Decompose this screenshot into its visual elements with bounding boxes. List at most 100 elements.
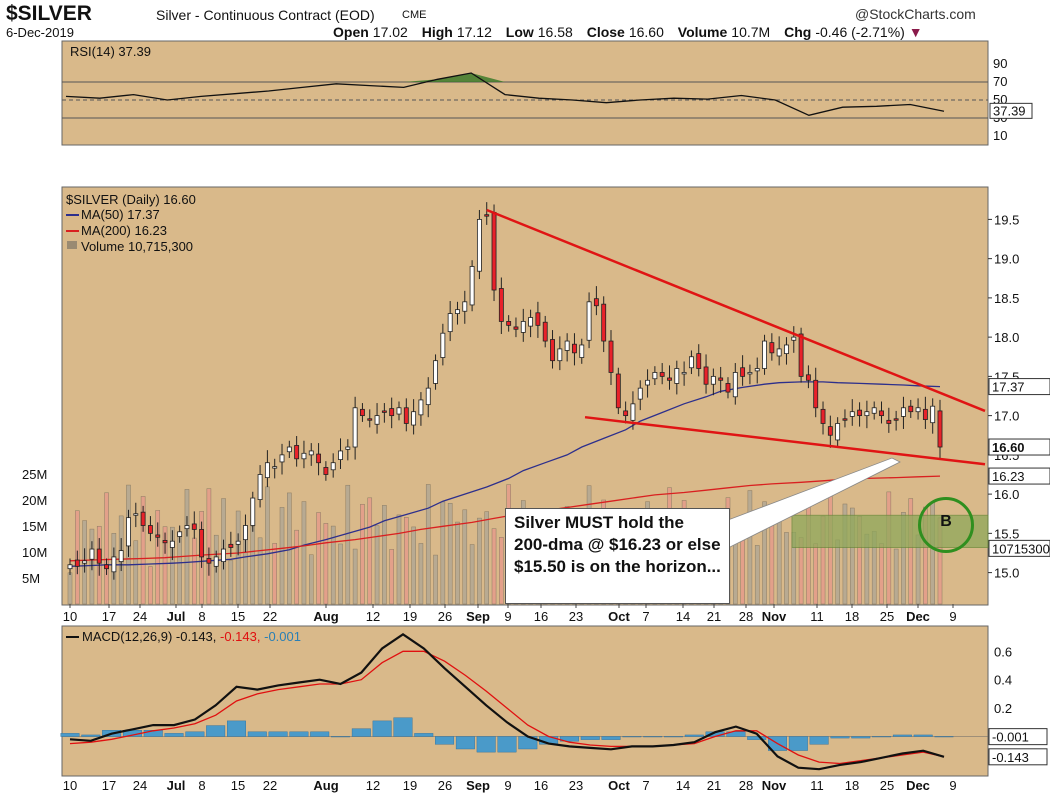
up-candle	[747, 372, 753, 375]
up-candle	[250, 497, 256, 526]
macd-histogram-bar	[227, 720, 246, 737]
price-ytick-label: 17.0	[994, 409, 1019, 424]
macd-histogram-bar	[414, 733, 434, 737]
macd-histogram-bar	[331, 736, 350, 738]
volume-bar	[206, 488, 212, 605]
macd-legend: MACD(12,26,9) -0.143, -0.143, -0.001	[82, 629, 301, 644]
up-candle	[586, 301, 592, 341]
macd-xtick-label: 23	[569, 778, 583, 793]
macd-line	[69, 632, 945, 771]
volume-bar	[279, 507, 285, 605]
up-candle	[82, 560, 88, 564]
price-ytick-label: 18.0	[994, 330, 1019, 345]
down-candle	[206, 558, 212, 564]
macd-histogram-bar	[268, 731, 288, 737]
price-xtick-label: 12	[366, 609, 380, 624]
volume-bar	[308, 554, 314, 605]
macd-xtick-label: 9	[949, 778, 956, 793]
macd-xtick-label: 15	[231, 778, 245, 793]
price-xtick-label: 18	[845, 609, 859, 624]
volume-value: 10.7M	[731, 24, 771, 40]
macd-xtick-label: Aug	[313, 778, 338, 793]
volume-bar	[345, 484, 351, 605]
up-candle	[279, 454, 285, 463]
volume-bar	[440, 501, 446, 605]
price-ytick-label: 15.0	[994, 566, 1019, 581]
down-candle	[542, 321, 548, 342]
price-xtick-label: Oct	[608, 609, 630, 624]
up-candle	[901, 407, 906, 417]
high-label: High	[421, 24, 453, 40]
macd-xtick-label: 8	[198, 778, 205, 793]
up-candle	[630, 403, 636, 421]
volume-bar	[301, 501, 307, 605]
up-candle	[221, 548, 226, 563]
volume-bar	[374, 525, 380, 605]
down-candle	[937, 410, 943, 448]
up-candle	[791, 336, 797, 341]
rsi-line	[65, 72, 945, 116]
rsi-ytick-label: 90	[993, 56, 1007, 71]
volume-bar	[352, 548, 358, 605]
up-candle	[710, 375, 716, 385]
up-candle	[374, 415, 380, 425]
up-candle	[330, 462, 336, 471]
down-candle	[498, 288, 504, 322]
macd-histogram-bar	[809, 736, 829, 745]
volume-bar	[425, 484, 431, 605]
volume-bar	[155, 510, 161, 605]
macd-ytick-label: 0.6	[994, 644, 1012, 659]
price-xtick-label: 25	[880, 609, 894, 624]
macd-histogram-bar	[289, 731, 309, 737]
volume-bar	[462, 509, 468, 605]
up-candle	[455, 309, 460, 314]
ticker-symbol: $SILVER	[6, 2, 92, 25]
up-candle	[637, 387, 643, 400]
up-candle	[111, 556, 117, 573]
down-candle	[827, 426, 833, 436]
up-candle	[433, 360, 438, 384]
macd-legend-part: -0.143,	[220, 629, 264, 644]
down-candle	[725, 383, 731, 393]
volume-bar	[162, 526, 168, 605]
volume-bar	[148, 566, 153, 605]
site-credit[interactable]: @StockCharts.com	[855, 6, 976, 22]
up-candle	[264, 462, 270, 479]
up-candle	[345, 446, 351, 450]
price-ytick-label: 19.0	[994, 252, 1019, 267]
up-candle	[469, 266, 475, 306]
down-candle	[513, 326, 519, 330]
ma200-value-label: 16.23	[992, 469, 1025, 484]
price-xtick-label: 26	[438, 609, 452, 624]
up-candle	[462, 301, 468, 312]
up-candle	[133, 513, 139, 516]
close-value-label: 16.60	[992, 440, 1025, 455]
volume-bar	[192, 537, 197, 605]
volume-bar	[747, 490, 753, 605]
volume-bar	[433, 554, 438, 605]
price-xtick-label: 7	[642, 609, 649, 624]
up-candle	[864, 411, 870, 417]
up-candle	[564, 340, 570, 351]
price-xtick-label: Jul	[167, 609, 186, 624]
volume-bar	[411, 526, 416, 605]
price-xtick-label: 9	[949, 609, 956, 624]
macd-histogram-bar	[455, 736, 475, 750]
exchange-label: CME	[402, 9, 427, 21]
volume-bar	[170, 526, 175, 605]
down-candle	[360, 408, 365, 417]
up-candle	[89, 548, 95, 560]
chart-date: 6-Dec-2019	[6, 25, 74, 40]
badge-label: B	[940, 513, 952, 530]
up-candle	[301, 452, 307, 460]
volume-bar	[908, 498, 914, 605]
down-candle	[593, 298, 599, 307]
volume-bar	[133, 540, 139, 605]
up-candle	[286, 446, 292, 453]
up-candle	[447, 313, 453, 333]
price-ytick-label: 16.0	[994, 487, 1019, 502]
volume-bar	[784, 532, 789, 605]
down-candle	[403, 407, 409, 424]
price-xtick-label: Nov	[762, 609, 787, 624]
volume-value-box	[988, 539, 1050, 557]
